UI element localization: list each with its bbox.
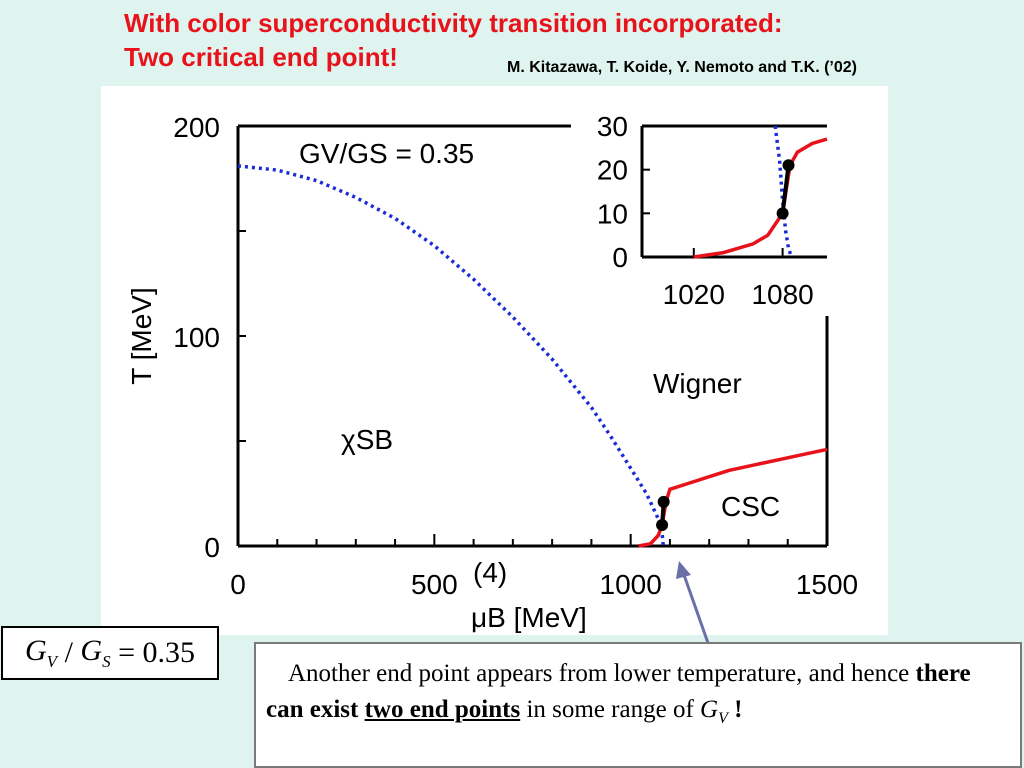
inset-end-point bbox=[776, 207, 789, 220]
main-annotation: (4) bbox=[473, 557, 507, 588]
main-series-dotted bbox=[237, 164, 666, 547]
inset-y-tick-label: 20 bbox=[597, 155, 628, 186]
formula-slash: / bbox=[57, 636, 81, 669]
main-x-tick-label: 0 bbox=[230, 569, 246, 600]
main-chart-label: GV/GS = 0.35 bbox=[299, 138, 474, 169]
main-y-tick-label: 100 bbox=[173, 322, 220, 353]
formula-g1: GV bbox=[25, 634, 58, 671]
region-label-wigner: Wigner bbox=[653, 368, 742, 399]
formula-rhs: = 0.35 bbox=[110, 636, 195, 669]
main-x-tick-label: 500 bbox=[411, 569, 458, 600]
note-box: Another end point appears from lower tem… bbox=[254, 642, 1022, 768]
inset-series-dotted bbox=[773, 125, 794, 258]
inset-background bbox=[642, 126, 827, 257]
note-text2: in some range of bbox=[520, 696, 701, 723]
phase-diagram-panel: 0 100 200 0 500 1000 1500 μB [MeV] T [MeV] GV/GS … bbox=[101, 86, 888, 635]
note-bang: ! bbox=[727, 696, 743, 723]
main-y-tick-label: 200 bbox=[173, 112, 220, 143]
main-series-solid bbox=[638, 447, 828, 548]
main-x-tick-label: 1000 bbox=[600, 569, 662, 600]
note-bold-underlined: two end points bbox=[364, 696, 521, 723]
main-y-axis-label: T [MeV] bbox=[126, 287, 157, 385]
inset-y-tick-label: 0 bbox=[612, 242, 628, 273]
inset-y-tick-label: 10 bbox=[597, 198, 628, 229]
main-end-point bbox=[657, 495, 670, 508]
inset-y-tick-label: 30 bbox=[597, 111, 628, 142]
main-x-tick-label: 1500 bbox=[796, 569, 858, 600]
inset-x-tick-label: 1080 bbox=[751, 279, 813, 310]
note-gv-sub: V bbox=[718, 710, 728, 727]
main-end-point bbox=[656, 519, 669, 531]
citation: M. Kitazawa, T. Koide, Y. Nemoto and T.K… bbox=[507, 59, 857, 76]
inset-series-solid-black bbox=[780, 165, 791, 214]
inset-end-point bbox=[782, 159, 795, 172]
main-y-tick-label: 0 bbox=[204, 532, 220, 563]
slide-title-line2: Two critical end point! bbox=[124, 42, 398, 72]
region-label-csc: CSC bbox=[721, 491, 780, 522]
slide-title: With color superconductivity transition … bbox=[124, 6, 782, 74]
formula-box: GV / GS = 0.35 bbox=[1, 626, 219, 680]
note-text1: Another end point appears from lower tem… bbox=[288, 660, 916, 687]
note-bold1: there can exist bbox=[266, 660, 971, 723]
note-gv-g: G bbox=[700, 696, 719, 723]
formula-g2: GS bbox=[80, 634, 111, 671]
main-x-axis-label: μB [MeV] bbox=[471, 602, 587, 633]
inset-x-tick-label: 1020 bbox=[663, 279, 725, 310]
slide-title-line1: With color superconductivity transition … bbox=[124, 8, 783, 38]
region-label-chisb: χSB bbox=[341, 424, 393, 455]
